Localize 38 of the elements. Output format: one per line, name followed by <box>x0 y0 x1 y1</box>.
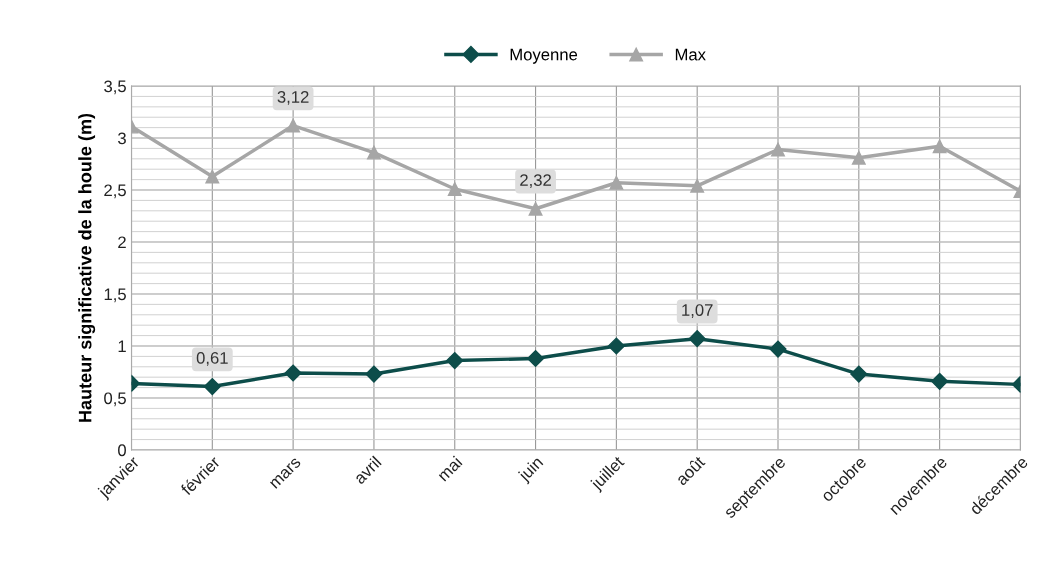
y-tick-label: 3 <box>118 132 126 145</box>
data-label: 0,61 <box>196 352 228 366</box>
y-tick-label: 3,5 <box>104 80 126 95</box>
y-tick-label: 2 <box>118 236 126 249</box>
x-tick-label: mai <box>436 455 463 482</box>
point <box>527 349 545 368</box>
data-label: 3,12 <box>277 91 309 105</box>
y-tick-label: 1 <box>118 340 126 353</box>
y-tick-label: 0 <box>118 444 126 457</box>
point <box>932 139 947 154</box>
point <box>850 365 868 383</box>
point <box>205 169 220 184</box>
x-tick-label: août <box>674 454 706 486</box>
y-tick-label: 1,5 <box>104 288 126 303</box>
point <box>447 182 462 196</box>
point <box>365 365 383 383</box>
point <box>851 150 866 165</box>
y-axis-title: Hauteur significative de la houle (m) <box>78 113 96 422</box>
point <box>284 364 302 382</box>
point <box>771 142 785 157</box>
point <box>769 340 787 358</box>
y-tick-label: 2,5 <box>104 184 126 199</box>
legend-label: Moyenne <box>510 48 578 64</box>
y-tick-label: 0,5 <box>104 392 126 407</box>
point <box>366 145 381 160</box>
point <box>528 201 543 216</box>
point <box>609 175 624 190</box>
point <box>286 118 301 133</box>
point <box>688 330 706 348</box>
point <box>446 351 464 370</box>
data-label: 1,07 <box>682 304 713 318</box>
x-tick-label: juin <box>516 455 546 485</box>
data-label: 2,32 <box>520 174 551 188</box>
point <box>690 178 705 193</box>
point <box>203 377 221 396</box>
legend-label: Max <box>675 48 706 61</box>
point <box>607 337 625 355</box>
point <box>931 372 949 390</box>
